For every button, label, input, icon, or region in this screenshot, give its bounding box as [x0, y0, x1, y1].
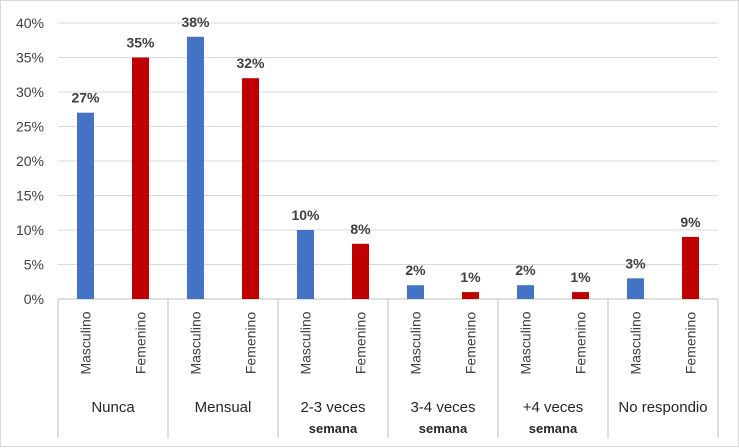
data-label: 9% — [680, 214, 701, 230]
bar-masculino — [517, 285, 534, 299]
y-tick-label: 40% — [16, 15, 44, 31]
bar-masculino — [77, 112, 94, 299]
data-label: 2% — [405, 262, 426, 278]
y-tick-label: 25% — [16, 119, 44, 135]
data-label: 38% — [181, 14, 210, 30]
sub-category-label: Femenino — [133, 312, 149, 374]
data-label: 35% — [126, 35, 155, 51]
sub-category-label: Femenino — [683, 312, 699, 374]
group-label-line2: semana — [309, 421, 358, 436]
group-label-line2: semana — [419, 421, 468, 436]
y-tick-label: 35% — [16, 50, 44, 66]
data-label: 1% — [570, 269, 591, 285]
group-label: +4 veces — [523, 399, 583, 416]
bar-masculino — [187, 36, 204, 300]
bar-femenino — [132, 57, 149, 299]
sub-category-label: Masculino — [408, 311, 424, 374]
group-label: No respondio — [618, 399, 707, 416]
data-label: 32% — [236, 55, 265, 71]
group-label: 3-4 veces — [410, 399, 475, 416]
data-label: 10% — [291, 207, 320, 223]
group-label: 2-3 veces — [300, 399, 365, 416]
data-label: 8% — [350, 221, 371, 237]
group-label: Mensual — [195, 399, 252, 416]
sub-category-label: Masculino — [628, 311, 644, 374]
y-tick-label: 5% — [24, 257, 44, 273]
y-tick-label: 15% — [16, 188, 44, 204]
sub-category-label: Masculino — [298, 311, 314, 374]
bar-masculino — [407, 285, 424, 299]
group-label: Nunca — [91, 399, 135, 416]
y-tick-label: 0% — [24, 291, 44, 307]
bar-masculino — [627, 278, 644, 299]
bar-femenino — [462, 292, 479, 299]
y-tick-label: 20% — [16, 153, 44, 169]
data-label: 2% — [515, 262, 536, 278]
sub-category-label: Masculino — [518, 311, 534, 374]
sub-category-label: Femenino — [243, 312, 259, 374]
sub-category-label: Femenino — [573, 312, 589, 374]
bar-femenino — [242, 78, 259, 299]
bar-femenino — [682, 236, 699, 299]
data-label: 3% — [625, 255, 646, 271]
bar-masculino — [297, 230, 314, 299]
bar-femenino — [572, 292, 589, 299]
sub-category-label: Femenino — [353, 312, 369, 374]
data-label: 1% — [460, 269, 481, 285]
sub-category-label: Femenino — [463, 312, 479, 374]
sub-category-label: Masculino — [78, 311, 94, 374]
y-tick-label: 30% — [16, 84, 44, 100]
bar-femenino — [352, 243, 369, 299]
data-label: 27% — [71, 90, 100, 106]
y-tick-label: 10% — [16, 222, 44, 238]
group-label-line2: semana — [529, 421, 578, 436]
sub-category-label: Masculino — [188, 311, 204, 374]
